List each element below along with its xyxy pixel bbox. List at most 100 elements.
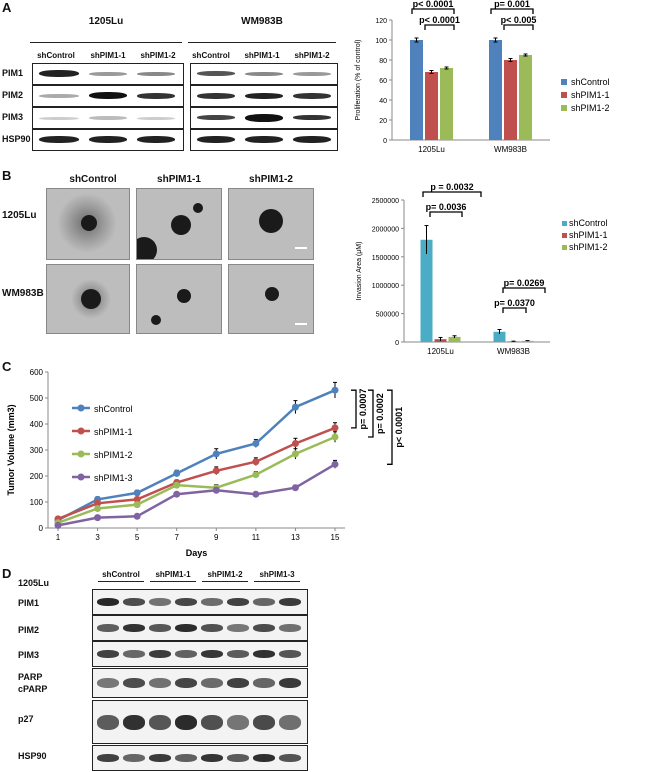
blot-band xyxy=(97,715,119,730)
lane-label: shPIM1-1 xyxy=(90,51,126,60)
spheroid-image xyxy=(46,264,130,334)
legend-label: shPIM1-1 xyxy=(94,427,133,437)
legend-label: shControl xyxy=(94,404,133,414)
p-value-label: p= 0.0002 xyxy=(375,393,385,434)
blot-strip xyxy=(92,745,308,771)
blot-band xyxy=(227,650,249,658)
legend-label: shPIM1-1 xyxy=(569,230,608,240)
y-tick-label: 0 xyxy=(395,340,399,347)
panel-label-b: B xyxy=(2,168,12,183)
bar xyxy=(521,340,534,342)
y-tick-label: 20 xyxy=(379,118,387,125)
x-tick-label: 5 xyxy=(135,533,140,542)
x-tick-label: WM983B xyxy=(497,347,530,356)
blot-band xyxy=(227,754,249,762)
row-label-parp: PARP xyxy=(18,672,43,682)
data-point xyxy=(212,467,220,475)
legend-swatch xyxy=(562,245,567,250)
blot-band xyxy=(201,598,223,606)
y-axis-label: Proliferation (% of control) xyxy=(355,40,362,121)
y-tick-label: 100 xyxy=(30,498,44,507)
blot-strip xyxy=(32,107,184,129)
significance-bracket xyxy=(503,24,534,30)
data-point xyxy=(94,499,102,507)
data-point xyxy=(173,469,181,477)
data-point xyxy=(94,505,102,512)
lane-label: shPIM1-2 xyxy=(140,51,176,60)
panel-label-c: C xyxy=(2,359,12,374)
row-label-pim3: PIM3 xyxy=(2,112,24,122)
blot-band xyxy=(175,754,197,762)
col-label: shPIM1-2 xyxy=(249,174,293,185)
blot-strip xyxy=(32,85,184,107)
x-tick-label: 11 xyxy=(252,533,261,542)
blot-band xyxy=(227,598,249,606)
x-tick-label: 7 xyxy=(174,533,179,542)
blot-band xyxy=(201,715,223,730)
group-underline xyxy=(254,581,300,582)
series-line xyxy=(57,389,336,522)
blot-band xyxy=(123,598,145,606)
blot-strip xyxy=(92,668,308,698)
bar xyxy=(440,68,453,140)
blot-band xyxy=(227,624,249,632)
y-tick-label: 1500000 xyxy=(372,255,399,262)
blot-band xyxy=(279,598,301,606)
y-tick-label: 60 xyxy=(379,78,387,85)
blot-band xyxy=(253,678,275,688)
row-label-cparp: cPARP xyxy=(18,684,48,694)
data-point xyxy=(173,481,181,489)
legend-label: shPIM1-2 xyxy=(571,103,610,113)
blot-band xyxy=(253,754,275,762)
blot-band xyxy=(253,650,275,658)
x-tick-label: 1205Lu xyxy=(427,347,454,356)
data-point xyxy=(252,458,260,466)
row-label-hsp90: HSP90 xyxy=(18,751,47,761)
blot-band xyxy=(97,650,119,658)
blot-band xyxy=(123,754,145,762)
data-point xyxy=(331,424,339,432)
blot-band xyxy=(227,678,249,688)
y-tick-label: 2000000 xyxy=(372,226,399,233)
cell-line-label: 1205Lu xyxy=(18,578,50,588)
significance-bracket xyxy=(429,211,463,217)
data-point xyxy=(331,433,339,441)
row-label-pim3: PIM3 xyxy=(18,650,40,660)
legend-label: shControl xyxy=(571,77,610,87)
series-line xyxy=(57,435,336,524)
y-tick-label: 80 xyxy=(379,58,387,65)
blot-band xyxy=(279,754,301,762)
legend-label: shPIM1-3 xyxy=(94,473,133,483)
y-tick-label: 100 xyxy=(375,38,387,45)
bar xyxy=(519,55,532,140)
y-tick-label: 600 xyxy=(30,368,44,377)
y-tick-label: 500000 xyxy=(376,312,399,319)
blot-band xyxy=(123,678,145,688)
y-tick-label: 40 xyxy=(379,98,387,105)
lane-label: shPIM1-2 xyxy=(294,51,330,60)
blot-strip xyxy=(190,129,338,151)
group-underline xyxy=(98,581,144,582)
bar xyxy=(493,331,506,342)
significance-bracket xyxy=(411,8,455,14)
row-label-1205lu: 1205Lu xyxy=(2,210,37,221)
p-value-label: p= 0.001 xyxy=(494,0,530,9)
spheroid-image xyxy=(136,264,222,334)
group-label: shPIM1-2 xyxy=(207,570,243,579)
blot-band xyxy=(97,624,119,632)
data-point xyxy=(291,484,299,492)
spheroid-image xyxy=(228,188,314,260)
blot-band xyxy=(123,650,145,658)
p-value-label: p< 0.0001 xyxy=(394,407,404,448)
blot-band xyxy=(201,678,223,688)
x-tick-label: 15 xyxy=(331,533,340,542)
proliferation-chart: 0 20 40 60 80 100 120 Proliferation (% of contr… xyxy=(355,0,610,154)
y-tick-label: 400 xyxy=(30,420,44,429)
blot-band xyxy=(97,598,119,606)
row-label-hsp90: HSP90 xyxy=(2,134,31,144)
p-value-label: p= 0.0370 xyxy=(494,298,535,308)
y-tick-label: 0 xyxy=(39,524,44,533)
spheroid-image xyxy=(46,188,130,260)
lane-label: shControl xyxy=(192,51,230,60)
blot-band xyxy=(175,715,197,730)
